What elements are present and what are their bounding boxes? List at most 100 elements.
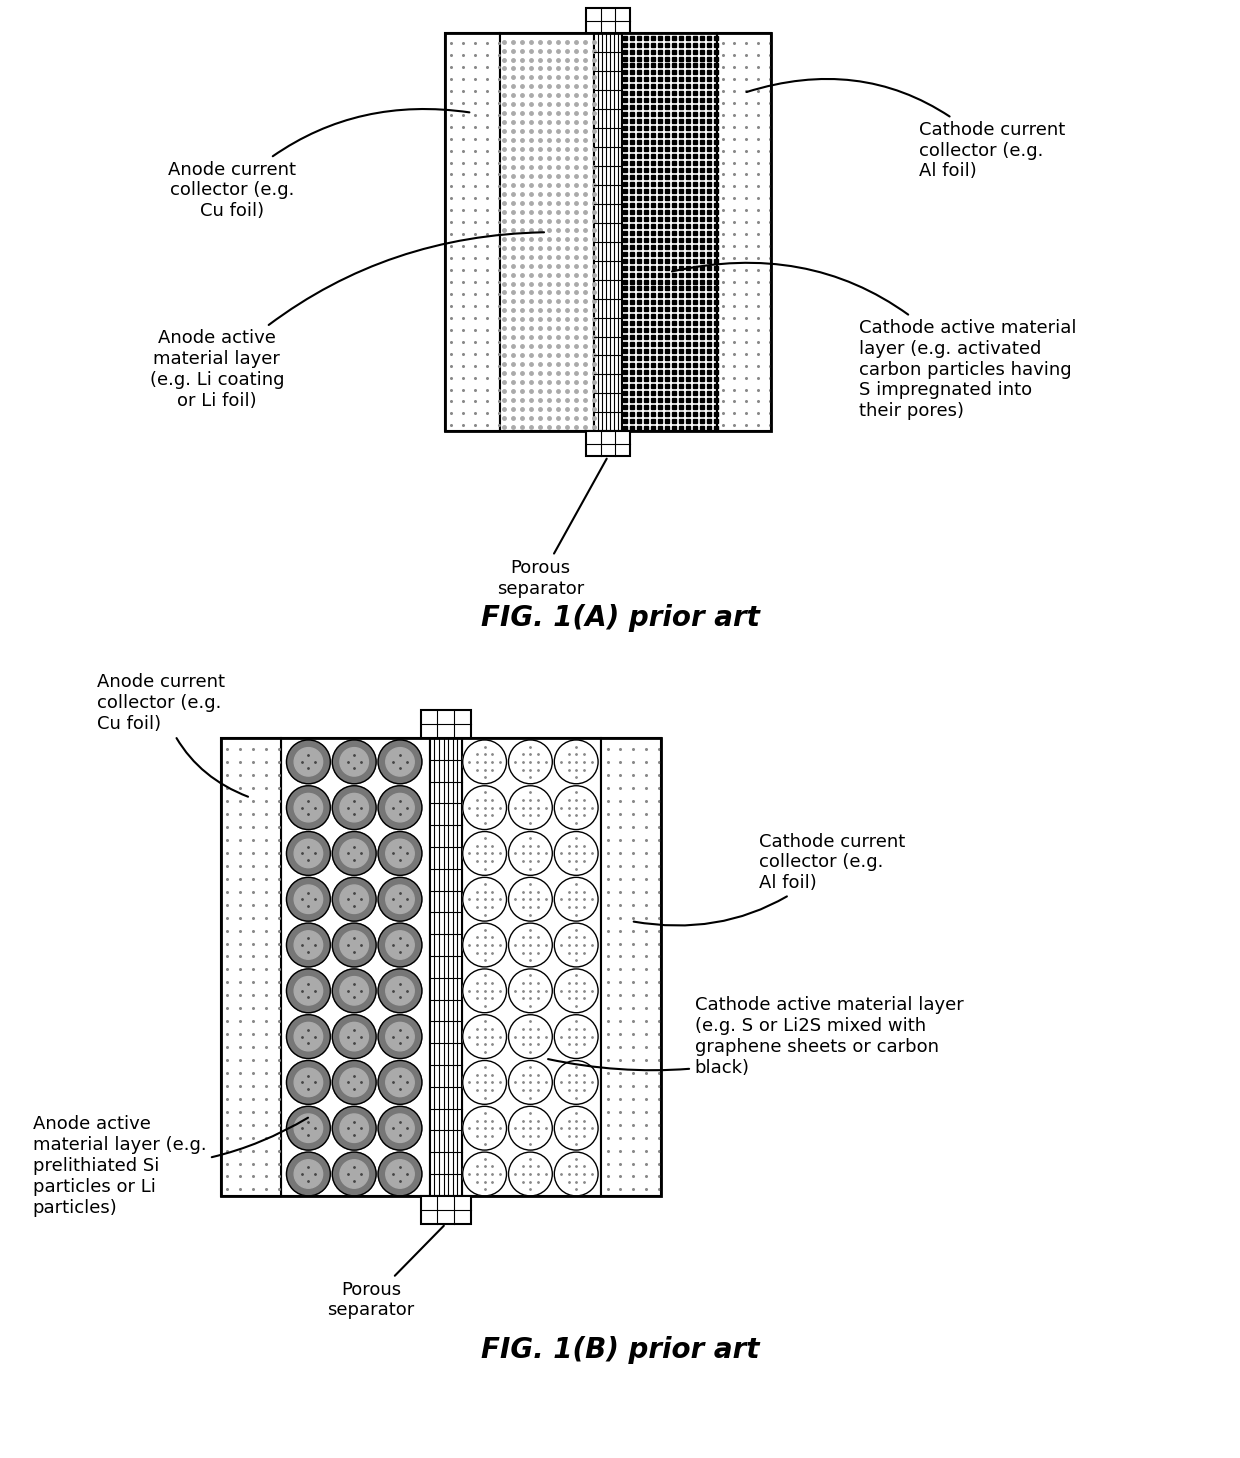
Bar [221,738,280,1196]
Circle shape [332,786,376,830]
Circle shape [554,831,598,875]
Circle shape [294,885,322,914]
Circle shape [386,930,414,959]
Bar [221,738,661,1196]
Circle shape [554,1060,598,1104]
Text: Anode active
material layer
(e.g. Li coating
or Li foil): Anode active material layer (e.g. Li coa… [150,232,544,410]
Circle shape [386,1114,414,1143]
Circle shape [508,1107,552,1150]
Circle shape [294,1022,322,1051]
Circle shape [463,786,506,830]
Text: Cathode active material
layer (e.g. activated
carbon particles having
S impregna: Cathode active material layer (e.g. acti… [672,262,1076,420]
Text: Porous
separator: Porous separator [497,459,606,598]
Circle shape [554,786,598,830]
Circle shape [508,1152,552,1196]
Text: Anode current
collector (e.g.
Cu foil): Anode current collector (e.g. Cu foil) [167,109,470,220]
Text: Porous
separator: Porous separator [327,1226,444,1319]
Bar [445,34,771,432]
Circle shape [286,1107,330,1150]
Circle shape [386,840,414,868]
Circle shape [378,923,422,967]
Circle shape [286,970,330,1013]
Bar [601,738,661,1196]
Circle shape [508,786,552,830]
Circle shape [332,878,376,921]
Bar [594,34,622,432]
Circle shape [378,1060,422,1104]
Circle shape [332,970,376,1013]
Bar [280,738,430,1196]
Circle shape [294,840,322,868]
Text: FIG. 1(A) prior art: FIG. 1(A) prior art [481,605,759,633]
Circle shape [286,1015,330,1059]
Circle shape [378,878,422,921]
Circle shape [463,1015,506,1059]
Bar [420,710,471,738]
Circle shape [463,970,506,1013]
Circle shape [463,1060,506,1104]
Text: FIG. 1(B) prior art: FIG. 1(B) prior art [481,1336,759,1365]
Circle shape [294,930,322,959]
Circle shape [378,786,422,830]
Circle shape [508,1015,552,1059]
Circle shape [508,831,552,875]
Circle shape [378,970,422,1013]
Circle shape [332,741,376,784]
Circle shape [386,885,414,914]
Bar [461,738,601,1196]
Circle shape [340,1114,368,1143]
Circle shape [378,1152,422,1196]
Circle shape [340,1022,368,1051]
Bar [420,1196,471,1223]
Circle shape [286,1152,330,1196]
Text: Cathode current
collector (e.g.
Al foil): Cathode current collector (e.g. Al foil) [746,79,1065,181]
Circle shape [286,786,330,830]
Circle shape [286,878,330,921]
Circle shape [286,923,330,967]
Bar [587,9,630,34]
Circle shape [463,1107,506,1150]
Circle shape [554,741,598,784]
Circle shape [340,748,368,776]
Bar [445,34,500,432]
Circle shape [340,1069,368,1096]
Circle shape [508,878,552,921]
Circle shape [463,1152,506,1196]
Circle shape [340,840,368,868]
Circle shape [554,1107,598,1150]
Circle shape [340,1159,368,1188]
Circle shape [294,748,322,776]
Circle shape [332,1060,376,1104]
Circle shape [386,1069,414,1096]
Bar [622,34,717,432]
Circle shape [463,741,506,784]
Circle shape [332,1107,376,1150]
Circle shape [294,793,322,822]
Circle shape [286,1060,330,1104]
Circle shape [294,977,322,1005]
Circle shape [554,923,598,967]
Circle shape [508,1060,552,1104]
Circle shape [463,831,506,875]
Circle shape [378,741,422,784]
Circle shape [554,1152,598,1196]
Circle shape [508,923,552,967]
Bar [587,432,630,456]
Circle shape [386,748,414,776]
Circle shape [508,970,552,1013]
Circle shape [378,831,422,875]
Circle shape [378,1107,422,1150]
Circle shape [340,793,368,822]
Text: Anode active
material layer (e.g.
prelithiated Si
particles or Li
particles): Anode active material layer (e.g. prelit… [32,1115,308,1216]
Circle shape [386,977,414,1005]
Bar [500,34,594,432]
Circle shape [286,831,330,875]
Circle shape [294,1069,322,1096]
Circle shape [378,1015,422,1059]
Circle shape [340,977,368,1005]
Circle shape [294,1159,322,1188]
Circle shape [340,885,368,914]
Text: Cathode active material layer
(e.g. S or Li2S mixed with
graphene sheets or carb: Cathode active material layer (e.g. S or… [548,996,963,1077]
Circle shape [340,930,368,959]
Circle shape [286,741,330,784]
